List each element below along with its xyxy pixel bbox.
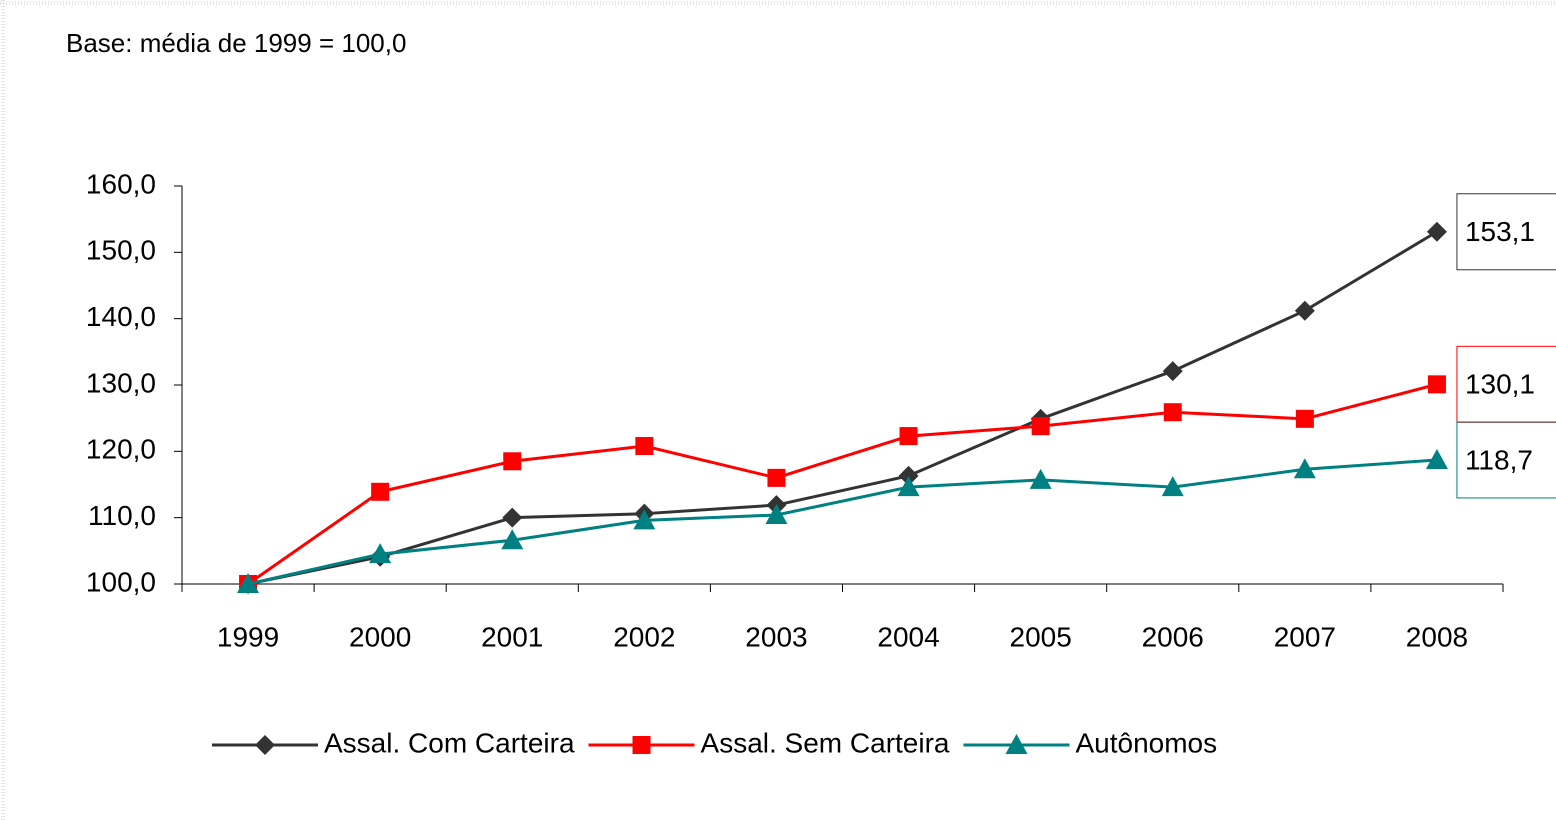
marker [1161,476,1184,497]
y-tick-label: 160,0 [86,168,156,199]
x-tick-label: 2003 [745,621,807,652]
data-label: 118,7 [1465,444,1533,475]
marker [633,509,656,530]
x-tick-label: 2008 [1406,621,1468,652]
subtitle: Base: média de 1999 = 100,0 [66,28,406,58]
x-tick-label: 2001 [481,621,543,652]
y-tick-label: 150,0 [86,235,156,266]
marker [898,465,919,486]
data-label-box [1456,345,1556,423]
legend-marker [1005,734,1028,754]
marker [1427,375,1446,394]
y-tick-label: 130,0 [86,367,156,398]
data-label: 130,1 [1465,369,1535,400]
x-tick-label: 2002 [613,621,675,652]
y-tick-label: 110,0 [88,500,156,531]
data-label-box [1456,421,1556,499]
series-line [247,458,1438,586]
marker [371,482,390,501]
x-tick-label: 2007 [1274,621,1336,652]
marker [501,529,524,550]
legend-marker [632,736,651,754]
marker [1425,448,1448,469]
marker [1293,458,1316,479]
legend-marker [255,735,275,755]
x-tick-label: 2005 [1010,621,1072,652]
marker [765,504,788,525]
data-label: 153,1 [1465,216,1535,247]
series-line [247,382,1438,586]
data-label-box [1456,193,1556,271]
marker [897,476,920,497]
marker [1294,300,1315,321]
marker [237,573,260,593]
legend-label: Assal. Sem Carteira [701,727,950,758]
x-tick-label: 2004 [877,621,939,652]
y-tick-label: 140,0 [86,301,156,332]
marker [635,437,654,456]
marker [502,507,523,528]
x-tick-label: 2000 [349,621,411,652]
marker [767,468,786,487]
marker [1295,409,1314,428]
y-tick-label: 100,0 [86,566,156,597]
y-tick-label: 120,0 [86,434,156,465]
marker [1031,417,1050,436]
legend-label: Assal. Com Carteira [324,727,575,758]
marker [1163,403,1182,422]
marker [1029,468,1052,489]
marker [503,452,522,471]
legend-label: Autônomos [1075,727,1217,758]
series-line [247,230,1438,586]
marker [899,427,918,446]
marker [369,543,392,564]
x-tick-label: 2006 [1142,621,1204,652]
marker [1162,361,1183,382]
marker [1426,221,1447,242]
x-tick-label: 1999 [217,621,279,652]
